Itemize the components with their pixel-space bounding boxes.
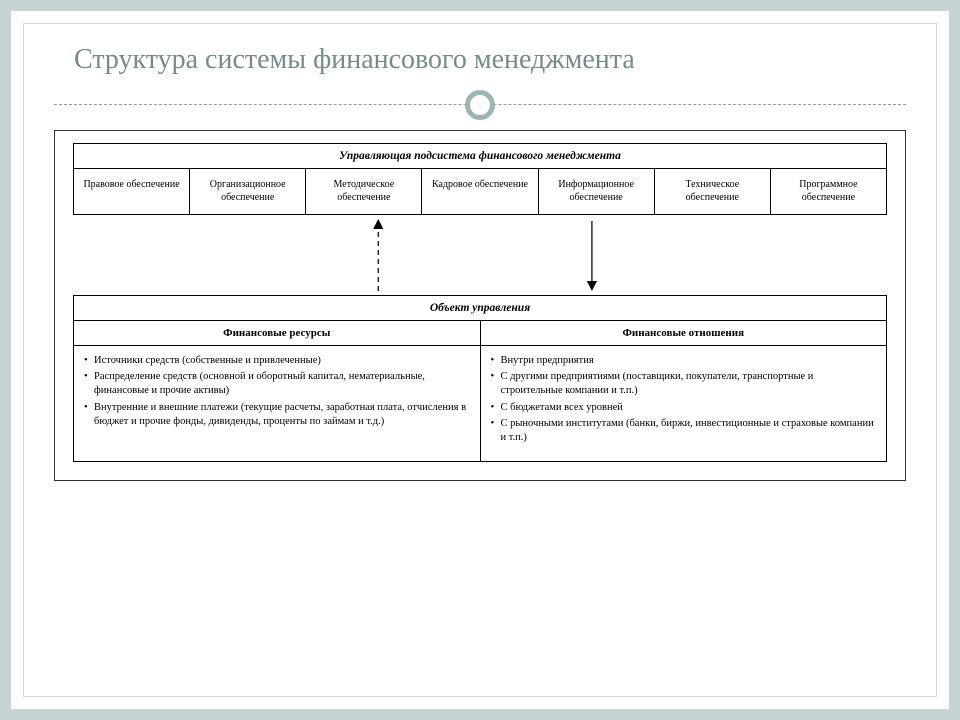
list-item: Внутри предприятия [491,354,877,368]
top-block-row: Правовое обеспечение Организационное обе… [74,169,886,214]
bottom-col-title: Финансовые отношения [481,321,887,345]
slide-title: Структура системы финансового менеджмент… [24,24,936,76]
top-cell: Информационное обеспечение [539,169,655,214]
top-block: Управляющая подсистема финансового менед… [73,143,887,215]
bottom-content-left: Источники средств (собственные и привлеч… [74,346,481,461]
list-item: С другими предприятиями (поставщики, пок… [491,370,877,398]
top-cell: Организационное обеспечение [190,169,306,214]
bottom-content-row: Источники средств (собственные и привлеч… [74,346,886,461]
top-cell: Методическое обеспечение [306,169,422,214]
bottom-block-header: Объект управления [74,296,886,321]
slide-outer-frame: Структура системы финансового менеджмент… [10,10,950,710]
bottom-block: Объект управления Финансовые ресурсы Фин… [73,295,887,462]
list-item: С бюджетами всех уровней [491,401,877,415]
list-item: Источники средств (собственные и привлеч… [84,354,470,368]
title-divider [24,90,936,120]
list-item: Внутренние и внешние платежи (текущие ра… [84,401,470,429]
top-cell: Программное обеспечение [771,169,886,214]
arrows-svg [73,215,887,295]
list-item: Распределение средств (основной и оборот… [84,370,470,398]
slide-inner-frame: Структура системы финансового менеджмент… [23,23,937,697]
bullet-list: Внутри предприятия С другими предприятия… [491,354,877,445]
bottom-content-right: Внутри предприятия С другими предприятия… [481,346,887,461]
top-cell: Кадровое обеспечение [422,169,538,214]
bottom-col-title: Финансовые ресурсы [74,321,481,345]
top-block-header: Управляющая подсистема финансового менед… [74,144,886,169]
bullet-list: Источники средств (собственные и привлеч… [84,354,470,429]
arrows-zone [73,215,887,295]
top-cell: Техническое обеспечение [655,169,771,214]
bottom-subheader-row: Финансовые ресурсы Финансовые отношения [74,321,886,346]
circle-icon [465,90,495,120]
diagram-container: Управляющая подсистема финансового менед… [54,130,906,481]
list-item: С рыночными институтами (банки, биржи, и… [491,417,877,445]
top-cell: Правовое обеспечение [74,169,190,214]
